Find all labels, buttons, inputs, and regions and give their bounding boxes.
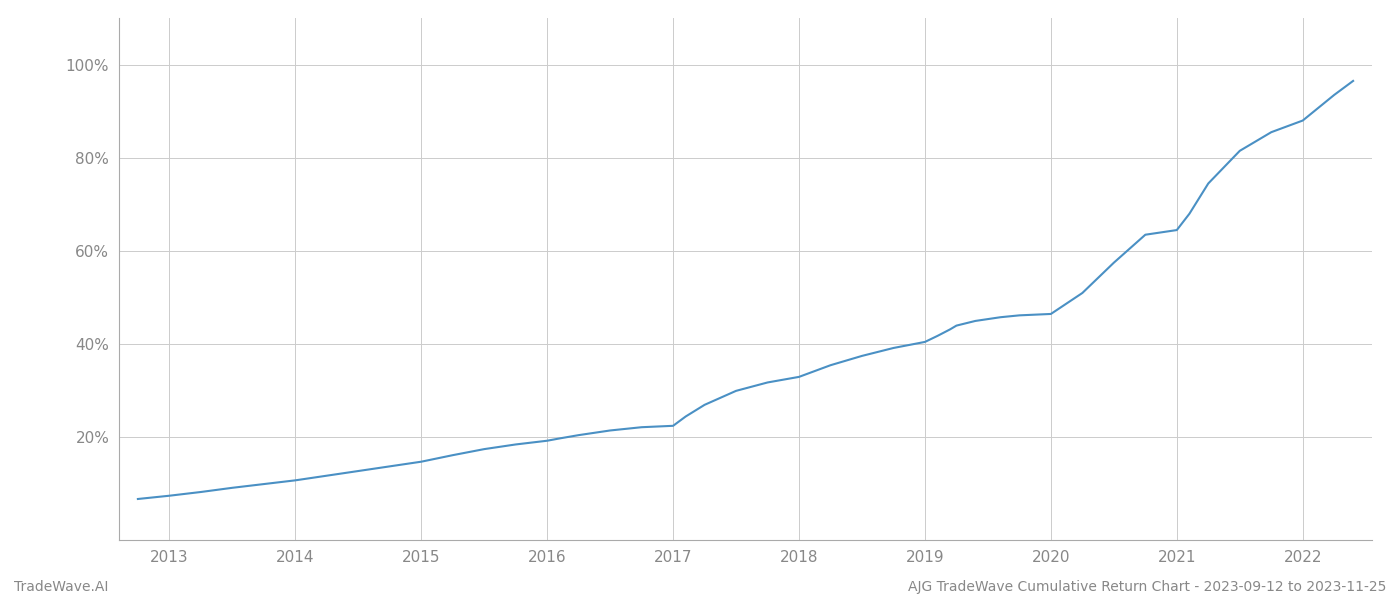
Text: AJG TradeWave Cumulative Return Chart - 2023-09-12 to 2023-11-25: AJG TradeWave Cumulative Return Chart - … [907,580,1386,594]
Text: TradeWave.AI: TradeWave.AI [14,580,108,594]
